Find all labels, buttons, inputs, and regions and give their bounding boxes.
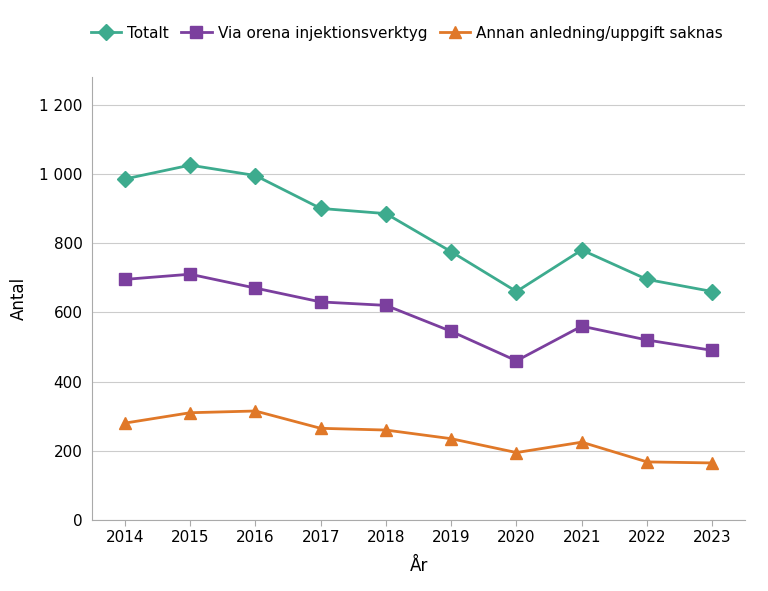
Annan anledning/uppgift saknas [121,420,130,427]
Totalt [512,288,521,295]
Totalt [382,210,391,217]
Legend: Totalt, Via orena injektionsverktyg, Annan anledning/uppgift saknas: Totalt, Via orena injektionsverktyg, Ann… [84,20,729,47]
Via orena injektionsverktyg [121,276,130,283]
Line: Annan anledning/uppgift saknas: Annan anledning/uppgift saknas [119,405,718,469]
Annan anledning/uppgift saknas [643,459,652,466]
Annan anledning/uppgift saknas [512,449,521,456]
Via orena injektionsverktyg [316,298,326,306]
Via orena injektionsverktyg [447,328,456,335]
Via orena injektionsverktyg [708,347,717,354]
Totalt [643,276,652,283]
Annan anledning/uppgift saknas [382,427,391,434]
Totalt [708,288,717,295]
X-axis label: År: År [409,557,428,574]
Annan anledning/uppgift saknas [578,439,587,446]
Totalt [121,176,130,183]
Totalt [578,246,587,254]
Y-axis label: Antal: Antal [10,277,28,320]
Totalt [251,172,260,179]
Via orena injektionsverktyg [186,271,195,278]
Via orena injektionsverktyg [382,302,391,309]
Line: Totalt: Totalt [119,160,718,297]
Annan anledning/uppgift saknas [316,425,326,432]
Annan anledning/uppgift saknas [708,459,717,466]
Annan anledning/uppgift saknas [447,435,456,442]
Via orena injektionsverktyg [251,284,260,291]
Annan anledning/uppgift saknas [251,407,260,414]
Annan anledning/uppgift saknas [186,409,195,416]
Via orena injektionsverktyg [643,336,652,343]
Totalt [316,205,326,212]
Via orena injektionsverktyg [512,357,521,364]
Totalt [186,161,195,168]
Via orena injektionsverktyg [578,323,587,330]
Line: Via orena injektionsverktyg: Via orena injektionsverktyg [119,269,718,366]
Totalt [447,248,456,255]
